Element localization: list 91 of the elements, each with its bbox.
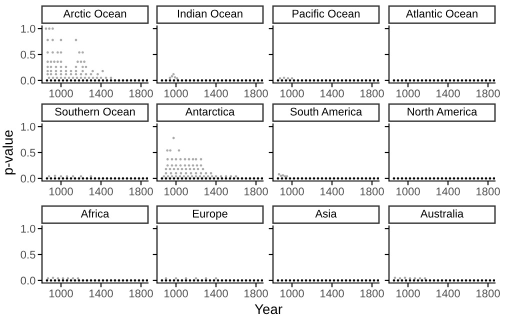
x-tick-label: 1800 — [244, 188, 268, 196]
chart-title: Indian Ocean — [178, 9, 242, 18]
chart-title: Africa — [80, 209, 110, 218]
x-tick-label: 1400 — [204, 188, 228, 196]
point — [166, 149, 169, 152]
x-tick-label: 1800 — [129, 290, 153, 298]
x-tick-label: 1800 — [244, 90, 268, 98]
x-tick-label: 1000 — [49, 290, 73, 298]
point — [236, 79, 240, 82]
point — [244, 177, 248, 180]
x-tick-label: 1400 — [436, 188, 460, 196]
x-tick-label: 1400 — [436, 90, 460, 98]
x-tick-label: 1800 — [476, 290, 500, 298]
x-tick-label: 1800 — [244, 290, 268, 298]
x-tick-label: 1000 — [164, 188, 188, 196]
point — [208, 79, 212, 82]
point — [160, 79, 164, 82]
x-tick-label: 1400 — [89, 290, 113, 298]
x-tick-label: 1000 — [49, 188, 73, 196]
x-tick-label: 1800 — [129, 188, 153, 196]
x-tick-label: 1400 — [320, 290, 344, 298]
x-tick-label: 1400 — [320, 90, 344, 98]
point — [188, 79, 192, 82]
point — [169, 149, 172, 152]
x-tick-label: 1000 — [396, 290, 420, 298]
point — [252, 177, 256, 180]
point — [220, 79, 224, 82]
x-tick-label: 1400 — [89, 188, 113, 196]
x-tick-label: 1000 — [280, 90, 304, 98]
chart-title: Arctic Ocean — [63, 9, 126, 18]
chart-title: Europe — [193, 210, 228, 220]
point — [240, 79, 244, 82]
y-tick-label: 1.0 — [21, 122, 36, 131]
y-tick-label: 0.0 — [20, 174, 36, 183]
chart-title: North America — [408, 107, 478, 116]
x-tick-label: 1400 — [436, 290, 460, 298]
point — [200, 79, 204, 82]
point — [256, 177, 260, 180]
point — [252, 79, 256, 82]
point — [248, 177, 252, 180]
y-tick-label: 0.0 — [20, 276, 36, 285]
x-tick-label: 1400 — [89, 90, 113, 98]
y-tick-label: 0.5 — [20, 250, 36, 259]
point — [232, 79, 236, 82]
y-tick-label: 1.0 — [21, 224, 36, 233]
x-tick-label: 1400 — [204, 90, 228, 98]
x-tick-label: 1000 — [280, 290, 304, 298]
point — [256, 79, 260, 82]
x-tick-label: 1800 — [476, 188, 500, 196]
point — [216, 79, 220, 82]
x-tick-label: 1000 — [396, 188, 420, 196]
x-tick-label: 1800 — [360, 290, 384, 298]
x-tick-label: 1800 — [360, 90, 384, 98]
point — [248, 79, 252, 82]
x-tick-label: 1800 — [129, 90, 153, 98]
chart-title: South America — [290, 107, 362, 116]
point — [180, 79, 184, 82]
chart-title: Atlantic Ocean — [406, 9, 478, 18]
y-tick-label: 0.5 — [20, 148, 36, 157]
point — [228, 79, 232, 82]
point — [204, 79, 208, 82]
point — [212, 79, 216, 82]
chart-title: Australia — [420, 209, 464, 218]
point — [224, 79, 228, 82]
chart-title: Pacific Ocean — [292, 9, 360, 18]
x-tick-label: 1400 — [204, 290, 228, 298]
point — [168, 79, 172, 82]
x-tick-label: 1000 — [49, 90, 73, 98]
point — [196, 79, 200, 82]
x-tick-label: 1400 — [320, 188, 344, 196]
point — [240, 177, 244, 180]
point — [244, 79, 248, 82]
point — [164, 79, 168, 82]
chart-title: Southern Ocean — [55, 107, 135, 116]
y-axis-title: p-value — [2, 130, 16, 174]
y-tick-label: 1.0 — [21, 24, 36, 33]
x-tick-label: 1000 — [164, 290, 188, 298]
y-tick-label: 0.0 — [20, 76, 36, 85]
point — [192, 79, 196, 82]
y-tick-label: 0.5 — [20, 50, 36, 59]
x-tick-label: 1000 — [280, 188, 304, 196]
text: Year — [254, 304, 282, 314]
point — [166, 164, 169, 167]
x-tick-label: 1800 — [360, 188, 384, 196]
x-tick-label: 1800 — [476, 90, 500, 98]
point — [184, 79, 188, 82]
point — [172, 79, 176, 82]
chart-title: Asia — [315, 209, 337, 218]
chart-title: Antarctica — [185, 107, 235, 116]
x-tick-label: 1000 — [396, 90, 420, 98]
x-tick-label: 1000 — [164, 90, 188, 98]
